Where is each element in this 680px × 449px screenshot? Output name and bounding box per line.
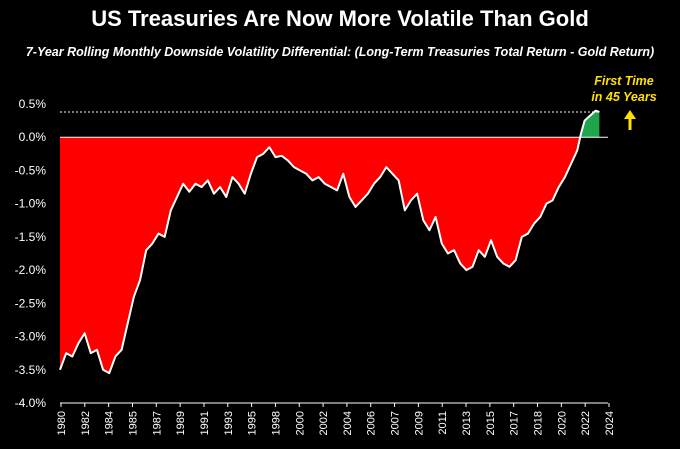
x-tick-label: 2006 xyxy=(366,411,378,435)
x-tick-label: 1998 xyxy=(270,411,282,435)
positive-area xyxy=(580,110,600,138)
up-arrow-icon xyxy=(624,110,636,119)
x-tick-label: 1995 xyxy=(247,411,259,435)
y-tick-label: 0.0% xyxy=(19,130,47,144)
annotation-first-time: First Time in 45 Years xyxy=(586,73,662,105)
y-tick-label: -1.5% xyxy=(15,230,47,244)
x-tick-label: 2013 xyxy=(461,411,473,435)
y-tick-label: -4.0% xyxy=(15,396,47,410)
x-tick-label: 1993 xyxy=(223,411,235,435)
chart-title: US Treasuries Are Now More Volatile Than… xyxy=(91,6,589,31)
x-tick-label: 2024 xyxy=(604,411,616,435)
chart-subtitle: 7-Year Rolling Monthly Downside Volatili… xyxy=(25,45,655,59)
x-tick-label: 1980 xyxy=(56,411,68,435)
x-tick-label: 1985 xyxy=(127,411,139,435)
y-tick-label: -1.0% xyxy=(15,197,47,211)
x-tick-label: 2017 xyxy=(509,411,521,435)
x-tick-label: 2002 xyxy=(318,411,330,435)
x-tick-label: 1984 xyxy=(104,411,116,435)
x-tick-label: 2009 xyxy=(413,411,425,435)
axes-layer: 0.5% 0.0% -0.5% -1.0% -1.5% -2.0% -2.5% -3.0% -3… xyxy=(15,97,636,435)
x-tick-label: 2004 xyxy=(342,411,354,435)
x-tick-label: 2011 xyxy=(437,411,449,435)
x-tick-label: 2020 xyxy=(556,411,568,435)
y-tick-label: -3.0% xyxy=(15,330,47,344)
series-line xyxy=(59,109,600,375)
negative-area xyxy=(60,137,581,374)
x-tick-label: 1991 xyxy=(199,411,211,435)
annotation-line-1: First Time xyxy=(594,74,654,88)
x-tick-label: 2018 xyxy=(533,411,545,435)
x-tick-label: 2000 xyxy=(294,411,306,435)
x-tick-label: 2022 xyxy=(580,411,592,435)
x-tick-label: 1989 xyxy=(175,411,187,435)
y-tick-label: 0.5% xyxy=(19,97,47,111)
annotation-line-2: in 45 Years xyxy=(591,90,657,104)
area-layer xyxy=(59,109,600,375)
x-tick-label: 1982 xyxy=(80,411,92,435)
x-tick-label: 2015 xyxy=(485,411,497,435)
x-tick-label: 1987 xyxy=(151,411,163,435)
y-tick-label: -3.5% xyxy=(15,363,47,377)
y-tick-label: -0.5% xyxy=(15,163,47,177)
y-tick-label: -2.0% xyxy=(15,263,47,277)
x-tick-label: 2007 xyxy=(390,411,402,435)
y-tick-label: -2.5% xyxy=(15,296,47,310)
